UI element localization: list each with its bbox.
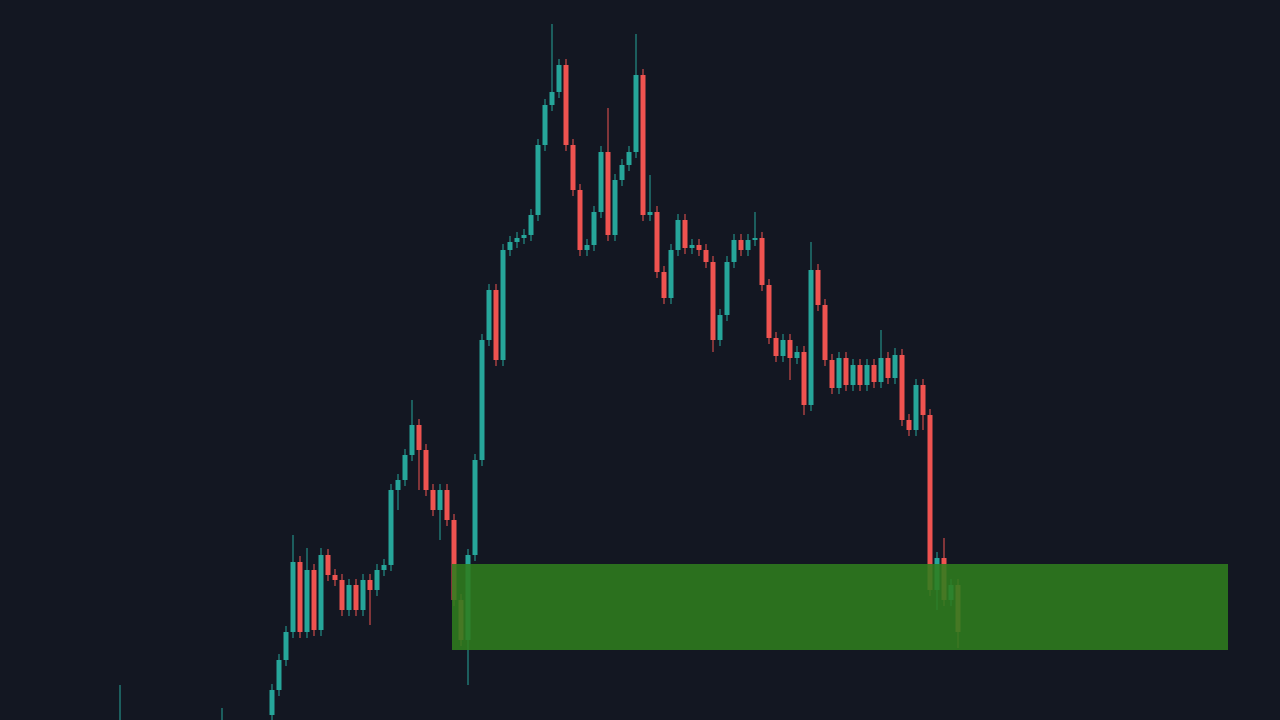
candle-body — [591, 212, 597, 245]
candle-body — [276, 660, 282, 690]
candle-body — [507, 242, 513, 250]
candle-body — [717, 315, 723, 340]
candle-body — [472, 460, 478, 555]
candle-body — [759, 238, 765, 285]
candle-body — [766, 285, 772, 338]
candle-body — [409, 425, 415, 455]
candle-body — [689, 245, 695, 248]
candle-body — [346, 585, 352, 610]
candle-body — [913, 385, 919, 430]
candle-body — [430, 490, 436, 510]
candle-body — [521, 235, 527, 238]
candle-body — [416, 425, 422, 450]
candle-body — [577, 190, 583, 250]
candle-body — [675, 220, 681, 250]
candle-body — [339, 580, 345, 610]
candle-body — [843, 358, 849, 385]
candle-body — [367, 580, 373, 590]
candle-body — [752, 238, 758, 240]
candle-body — [906, 420, 912, 430]
candle-body — [619, 165, 625, 180]
candle-body — [304, 570, 310, 632]
candle-body — [801, 352, 807, 405]
candle-body — [360, 580, 366, 610]
candle-body — [612, 180, 618, 235]
candle-body — [682, 220, 688, 248]
candle-body — [745, 240, 751, 250]
candle-body — [633, 75, 639, 152]
candle-body — [451, 520, 457, 600]
candle-body — [353, 585, 359, 610]
candle-body — [654, 212, 660, 272]
candle-body — [290, 562, 296, 632]
candle-body — [374, 570, 380, 590]
candle-body — [395, 480, 401, 490]
candle-body — [605, 152, 611, 235]
candle-body — [640, 75, 646, 215]
candle-body — [864, 365, 870, 385]
candle-body — [311, 570, 317, 630]
candle-body — [437, 490, 443, 510]
candle-body — [423, 450, 429, 490]
candle-body — [920, 385, 926, 415]
candle-body — [584, 245, 590, 250]
candle-body — [808, 270, 814, 405]
candle-body — [556, 65, 562, 92]
candle-body — [857, 365, 863, 385]
candle-body — [787, 340, 793, 358]
candle-body — [696, 245, 702, 250]
candle-body — [710, 262, 716, 340]
candle-body — [836, 358, 842, 388]
candle-body — [724, 262, 730, 315]
candle-body — [444, 490, 450, 520]
candle-body — [815, 270, 821, 305]
candle-body — [661, 272, 667, 298]
candle-body — [332, 575, 338, 580]
candle-body — [927, 415, 933, 590]
candle-body — [318, 555, 324, 630]
candle-body — [703, 250, 709, 262]
candle-body — [500, 250, 506, 360]
candle-body — [598, 152, 604, 212]
candle-body — [899, 355, 905, 420]
candle-body — [549, 92, 555, 105]
candle-body — [626, 152, 632, 165]
candle-body — [885, 358, 891, 378]
candle-body — [269, 690, 275, 715]
candle-body — [486, 290, 492, 340]
candle-body — [892, 355, 898, 378]
candle-body — [822, 305, 828, 360]
candle-body — [647, 212, 653, 215]
candle-body — [388, 490, 394, 565]
candle-body — [668, 250, 674, 298]
candle-body — [493, 290, 499, 360]
candle-body — [878, 358, 884, 382]
candle-body — [402, 455, 408, 480]
candle-body — [542, 105, 548, 145]
candle-body — [563, 65, 569, 145]
candle-body — [780, 340, 786, 356]
candle-body — [871, 365, 877, 382]
candle-body — [514, 238, 520, 242]
candle-body — [850, 365, 856, 385]
candle-body — [283, 632, 289, 660]
candle-body — [325, 555, 331, 575]
candle-body — [479, 340, 485, 460]
candle-body — [773, 338, 779, 356]
candle-body — [535, 145, 541, 215]
candle-body — [381, 565, 387, 570]
candle-body — [738, 240, 744, 250]
candle-body — [528, 215, 534, 235]
candle-body — [570, 145, 576, 190]
candle-body — [731, 240, 737, 262]
demand-zone — [452, 564, 1228, 650]
candle-body — [829, 360, 835, 388]
candle-body — [297, 562, 303, 632]
candle-body — [794, 352, 800, 358]
